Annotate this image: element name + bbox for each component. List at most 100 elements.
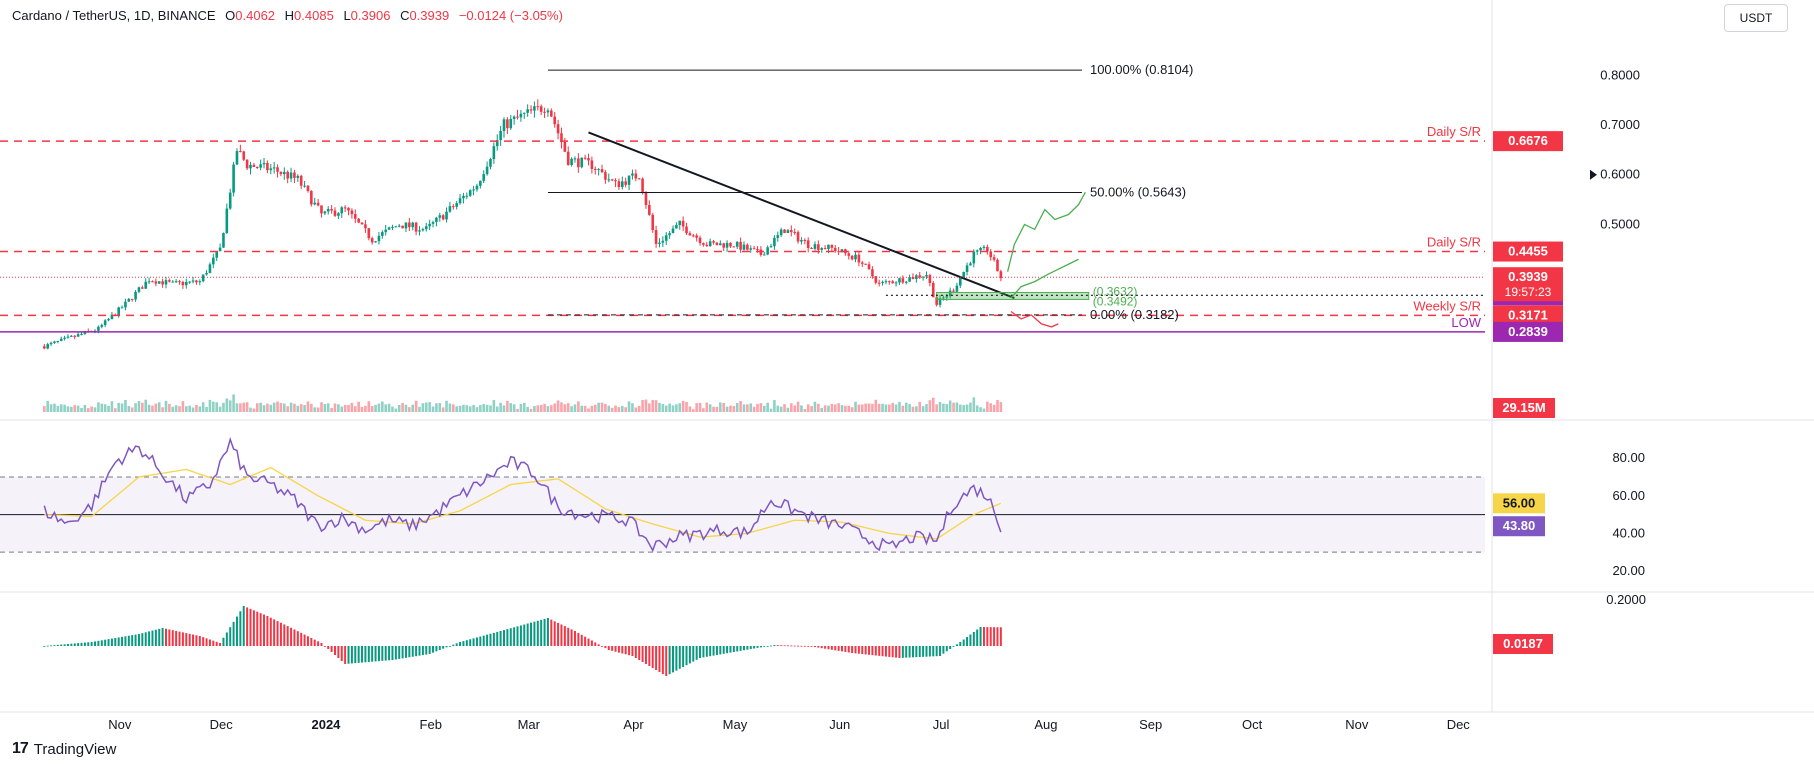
candle-body (519, 113, 523, 118)
price-tag (1493, 241, 1563, 262)
volume-bar (833, 404, 837, 412)
volume-bar (719, 402, 722, 412)
ao-bar (425, 646, 428, 655)
candle-body (424, 226, 428, 230)
volume-bar (83, 404, 87, 412)
ao-bar (908, 646, 911, 658)
ao-bar (617, 646, 620, 653)
volume-bar (654, 400, 658, 412)
candle-body (215, 251, 218, 258)
ao-bar (509, 628, 512, 646)
candle-body (533, 106, 536, 111)
volume-bar (583, 405, 587, 412)
volume-bar (455, 406, 458, 412)
ao-bar (742, 646, 745, 651)
candle-body (107, 319, 110, 321)
ao-bar (432, 646, 435, 653)
volume-bar (90, 406, 93, 412)
ao-bar (337, 646, 340, 658)
ao-bar (658, 646, 661, 672)
candle-body (898, 278, 901, 283)
candle-body (381, 232, 384, 236)
candle-body (333, 210, 337, 216)
volume-bar (705, 402, 709, 412)
ao-bar (830, 646, 833, 650)
ao-bar (546, 618, 549, 646)
candle-body (881, 281, 884, 284)
ao-bar (797, 645, 800, 647)
rsi-ma-tag (1493, 493, 1545, 514)
volume-bar (208, 399, 212, 412)
candle-body (577, 158, 580, 168)
ao-bar (536, 620, 539, 646)
ao-bar (70, 643, 73, 646)
ao-bar (286, 626, 289, 646)
candle-body (269, 168, 273, 171)
candle-body (989, 251, 993, 258)
ao-bar (300, 632, 303, 646)
volume-bar (482, 404, 486, 412)
price-axis-tick: 0.6000 (1600, 167, 1640, 182)
volume-bar (678, 403, 682, 412)
ao-bar (371, 646, 374, 662)
ao-bar (746, 646, 749, 650)
volume-bar (343, 404, 347, 412)
ao-bar (357, 646, 360, 663)
ao-bar (736, 646, 739, 652)
candle-body (489, 159, 492, 167)
change-value: −0.0124 (−3.05%) (458, 8, 563, 23)
volume-bar (441, 407, 445, 412)
ao-bar (604, 646, 607, 649)
ao-bar (861, 646, 864, 655)
volume-bar (431, 406, 435, 412)
ao-bar (955, 644, 958, 646)
ao-bar (475, 637, 478, 646)
bar-countdown: 19:57:23 (1505, 285, 1552, 299)
volume-bar (269, 404, 273, 412)
candle-body (357, 218, 360, 223)
ao-bar (607, 646, 610, 650)
ao-bar (682, 646, 685, 667)
rsi-tag (1493, 516, 1545, 537)
price-tag (1493, 305, 1563, 326)
volume-bar (421, 403, 425, 412)
candle-body (144, 281, 148, 289)
volume-bar (637, 405, 641, 412)
volume-bar (894, 404, 898, 412)
currency-button[interactable]: USDT (1724, 4, 1788, 32)
candle-body (708, 241, 712, 247)
candle-body (942, 297, 945, 299)
ao-bar (411, 646, 414, 657)
candle-body (462, 196, 465, 199)
ao-bar (188, 633, 191, 646)
ao-bar (455, 643, 458, 646)
tradingview-brand[interactable]: 17 TradingView (12, 740, 116, 758)
ao-bar (513, 627, 516, 646)
volume-bar (546, 406, 550, 412)
ao-bar (783, 645, 786, 647)
fib-label: 100.00% (0.8104) (1090, 62, 1193, 77)
ao-bar (979, 627, 982, 646)
candle-body (178, 281, 181, 283)
ao-bar (621, 646, 624, 654)
candle-body (171, 281, 175, 283)
volume-bar (124, 399, 127, 412)
candle-body (330, 208, 333, 211)
candle-body (955, 285, 959, 292)
volume-bar (134, 403, 137, 412)
ao-bar (154, 629, 157, 646)
volume-bar (411, 404, 415, 412)
candle-body (820, 248, 824, 250)
ao-bar (377, 646, 380, 662)
ao-bar (323, 646, 326, 647)
volume-bar (675, 404, 678, 412)
volume-bar (103, 404, 107, 412)
ao-bar (898, 646, 901, 658)
volume-bar (577, 401, 580, 412)
candle-body (414, 222, 418, 232)
candle-body (303, 185, 306, 187)
trendline (588, 131, 1015, 299)
candle-body (803, 239, 807, 241)
ao-bar (726, 646, 729, 654)
